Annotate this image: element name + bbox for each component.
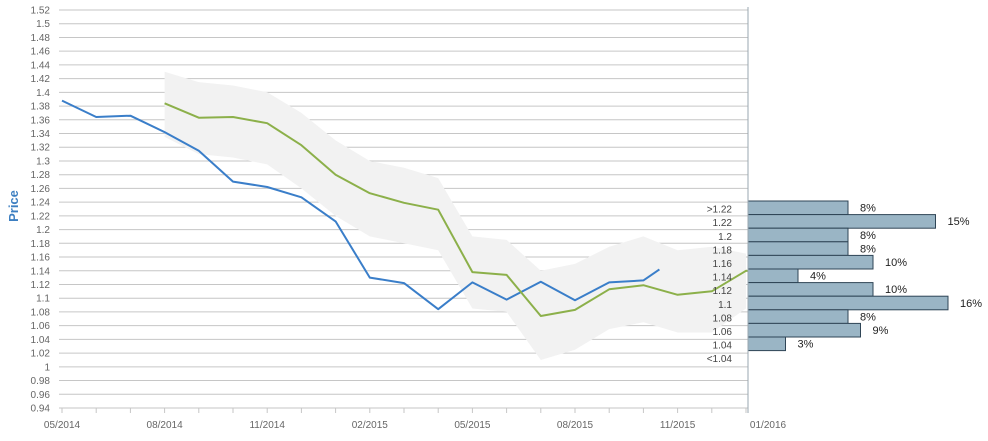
- y-tick-label: 1.3: [36, 156, 50, 167]
- y-tick-label: 1.4: [36, 88, 50, 99]
- y-tick-label: 1.22: [31, 211, 51, 222]
- hist-bin-label: 1.22: [713, 218, 733, 229]
- y-tick-label: 1.04: [31, 335, 51, 346]
- hist-bar: [747, 254, 874, 270]
- hist-bar-label: 4%: [810, 271, 826, 283]
- hist-bar: [747, 200, 849, 216]
- y-tick-label: 1: [44, 362, 50, 373]
- x-tick-label: 11/2014: [249, 420, 285, 431]
- y-axis-label: Price: [6, 190, 21, 222]
- y-tick-label: 0.94: [31, 404, 51, 415]
- hist-bar-label: 9%: [873, 325, 889, 337]
- y-tick-label: 1.38: [31, 102, 51, 113]
- hist-bar-label: 15%: [948, 216, 970, 228]
- hist-bar-label: 10%: [885, 257, 907, 269]
- y-tick-label: 1.52: [31, 6, 51, 17]
- hist-bar-label: 16%: [960, 298, 982, 310]
- series-line-1: [61, 99, 660, 311]
- hist-bar-label: 8%: [860, 203, 876, 215]
- hist-bin-label: 1.2: [718, 232, 732, 243]
- y-tick-label: 1.14: [31, 266, 51, 277]
- hist-bar: [747, 241, 849, 256]
- y-tick-label: 1.1: [36, 294, 50, 305]
- hist-bar: [747, 309, 849, 324]
- x-tick-label: 01/2016: [750, 420, 787, 431]
- hist-bar: [747, 282, 874, 297]
- y-tick-label: 1.08: [31, 307, 51, 318]
- x-tick-label: 05/2015: [454, 420, 491, 431]
- y-tick-label: 1.02: [31, 349, 51, 360]
- y-tick-label: 1.32: [31, 143, 51, 154]
- hist-bar-label: 8%: [860, 230, 876, 242]
- y-tick-label: 1.42: [31, 74, 51, 85]
- y-tick-label: 1.2: [36, 225, 50, 236]
- hist-bin-label: 1.12: [713, 286, 733, 297]
- y-tick-label: 1.18: [31, 239, 51, 250]
- hist-bin-label: 1.1: [718, 300, 732, 311]
- y-tick-label: 1.34: [31, 129, 51, 140]
- series-lines: [61, 99, 763, 317]
- hist-bin-label: <1.04: [707, 354, 733, 365]
- y-tick-label: 1.46: [31, 47, 51, 58]
- hist-bar-label: 8%: [860, 243, 876, 255]
- series-line-2: [164, 102, 763, 317]
- y-tick-label: 1.26: [31, 184, 51, 195]
- hist-bar-label: 10%: [885, 284, 907, 296]
- hist-bin-label: >1.22: [707, 205, 733, 216]
- x-tick-label: 08/2015: [557, 420, 594, 431]
- histogram: 8% >1.22 15% 1.22 8% 1.2 8% 1.18 10% 1.16 4% 1.14 10…: [707, 200, 982, 365]
- hist-bin-label: 1.16: [713, 259, 733, 270]
- hist-bar: [747, 336, 786, 352]
- hist-bin-label: 1.04: [713, 341, 733, 352]
- hist-bin-label: 1.08: [713, 313, 733, 324]
- axes: 0.94 0.96 0.98 1 1.02 1.04 1.06 1.08 1.1 1.12 1.14…: [31, 6, 787, 432]
- x-tick-label: 11/2015: [660, 420, 696, 431]
- hist-bar: [747, 295, 949, 311]
- y-tick-label: 0.96: [31, 390, 51, 401]
- hist-bar: [747, 268, 799, 284]
- y-tick-label: 1.06: [31, 321, 51, 332]
- y-tick-label: 1.16: [31, 253, 51, 264]
- hist-bin-label: 1.14: [713, 273, 733, 284]
- hist-bin-label: 1.06: [713, 327, 733, 338]
- x-tick-label: 02/2015: [352, 420, 389, 431]
- y-tick-label: 0.98: [31, 376, 51, 387]
- hist-bar: [747, 322, 861, 338]
- hist-bar: [747, 214, 936, 229]
- hist-bar-label: 3%: [798, 339, 814, 351]
- x-tick-label: 05/2014: [44, 420, 81, 431]
- y-tick-label: 1.12: [31, 280, 51, 291]
- hist-bin-label: 1.18: [713, 245, 733, 256]
- y-tick-label: 1.5: [36, 19, 50, 30]
- x-tick-label: 08/2014: [147, 420, 184, 431]
- hist-bar-label: 8%: [860, 311, 876, 323]
- y-tick-label: 1.44: [31, 60, 51, 71]
- hist-bar: [747, 227, 849, 243]
- y-tick-label: 1.48: [31, 33, 51, 44]
- y-tick-label: 1.36: [31, 115, 51, 126]
- y-tick-label: 1.28: [31, 170, 51, 181]
- y-tick-label: 1.24: [31, 198, 51, 209]
